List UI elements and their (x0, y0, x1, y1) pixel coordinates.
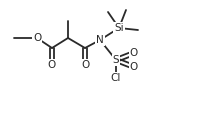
Text: Cl: Cl (111, 73, 121, 83)
Text: O: O (48, 60, 56, 70)
Text: O: O (130, 48, 138, 58)
Text: S: S (113, 55, 119, 65)
Text: O: O (130, 62, 138, 72)
Text: O: O (81, 60, 89, 70)
Text: Si: Si (114, 23, 124, 33)
Text: N: N (96, 35, 104, 45)
Text: O: O (33, 33, 41, 43)
